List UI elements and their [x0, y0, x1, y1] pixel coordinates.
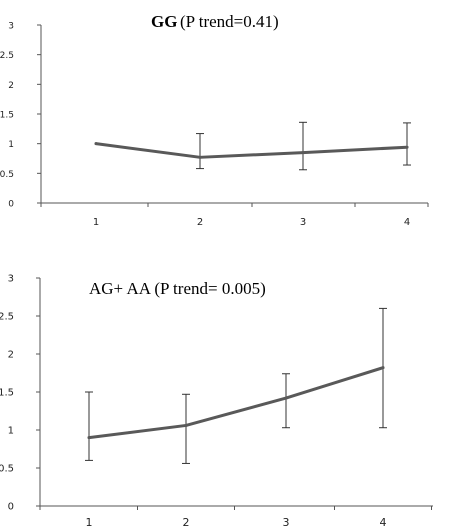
data-point	[381, 366, 385, 370]
data-point	[301, 151, 305, 155]
y-tick-label: 1.5	[0, 388, 14, 399]
chart-title-bold: GG	[151, 12, 177, 31]
y-tick-label: 0	[8, 502, 14, 513]
x-tick-label: 1	[93, 217, 99, 228]
x-tick-label: 4	[380, 516, 387, 529]
y-tick-label: 1	[8, 140, 14, 150]
series-line	[87, 366, 385, 440]
y-tick-label: 2	[8, 81, 14, 91]
x-tick-label: 3	[300, 217, 306, 228]
x-tick-label: 2	[183, 516, 190, 529]
y-tick-label: 3	[8, 274, 14, 285]
data-point	[405, 145, 409, 149]
y-tick-label: 1.5	[0, 111, 14, 121]
y-tick-label: 2.5	[0, 51, 14, 61]
chart-ag-aa: AG+ AA (P trend= 0.005) 0 0.5 1 1.5 2 2.5 3 1 2 3…	[0, 274, 433, 529]
data-point	[198, 155, 202, 159]
chart-gg: GG (P trend=0.41) 0 0.5 1 1.5 2 2.5 3 1 2 3 4	[0, 12, 429, 228]
y-tick-label: 0.5	[0, 170, 14, 180]
data-point	[87, 436, 91, 440]
series-line	[94, 142, 409, 159]
data-point	[184, 423, 188, 427]
data-point	[94, 142, 98, 146]
y-tick-label: 2	[8, 350, 14, 361]
y-tick-label: 3	[8, 22, 14, 32]
chart-title: (P trend=0.41)	[180, 12, 279, 31]
x-tick-label: 1	[86, 516, 93, 529]
chart-title: AG+ AA (P trend= 0.005)	[89, 279, 266, 298]
y-tick-label: 0	[8, 200, 14, 210]
x-tick-label: 4	[404, 217, 410, 228]
y-tick-label: 1	[8, 426, 14, 437]
x-tick-label: 3	[283, 516, 290, 529]
x-tick-label: 2	[197, 217, 203, 228]
y-tick-label: 2.5	[0, 312, 14, 323]
data-point	[284, 396, 288, 400]
y-tick-label: 0.5	[0, 464, 14, 475]
